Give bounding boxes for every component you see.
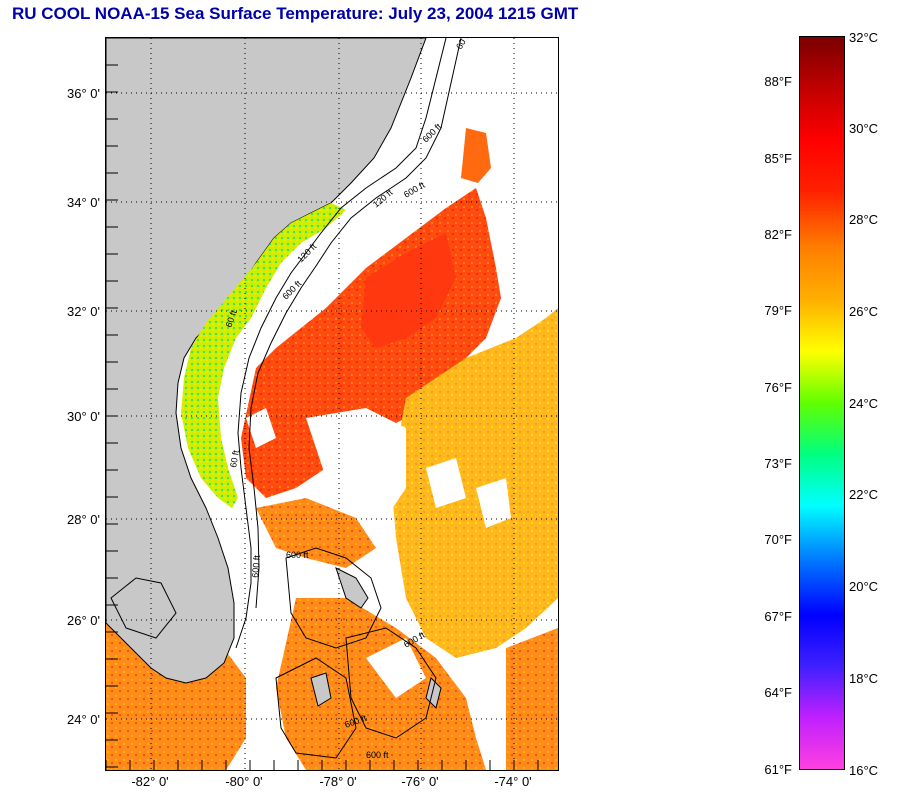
colorbar-label-73f: 73°F [764,456,792,471]
lat-label-36: 36° 0' [67,86,100,101]
sst-map[interactable]: 60 ft 120 ft 600 ft 600 ft 120 ft 600 ft 60 ft… [105,37,559,771]
colorbar-label-76f: 76°F [764,380,792,395]
colorbar-label-22c: 22°C [849,487,879,502]
cloud-gaps [246,408,511,698]
shelf-water [181,203,346,508]
temperature-colorbar [799,36,845,770]
lat-label-30: 30° 0' [67,409,100,424]
lat-label-34: 34° 0' [67,195,100,210]
isobath-label: 600 ft [286,550,309,560]
colorbar-label-32c: 32°C [849,30,879,45]
lat-label-26: 26° 0' [67,613,100,628]
lat-label-32: 32° 0' [67,304,100,319]
colorbar-label-61f: 61°F [764,762,792,777]
colorbar-label-64f: 64°F [764,685,792,700]
isobath-label: 60 ft [454,38,472,51]
bahamas-islands [310,567,442,709]
colorbar-label-82f: 82°F [764,227,792,242]
isobath-label: 600 ft [402,180,427,200]
colorbar-label-26c: 26°C [849,304,879,319]
isobath-contours [110,38,462,759]
lon-label-74: -74° 0' [494,774,532,789]
isobath-label: 600 ft [366,750,389,760]
colorbar-label-70f: 70°F [764,532,792,547]
graticule-grid [106,38,558,770]
lat-label-24: 24° 0' [67,712,100,727]
colorbar-label-16c: 16°C [849,763,879,778]
colorbar-label-85f: 85°F [764,151,792,166]
lon-label-78: -78° 0' [319,774,357,789]
lon-label-82: -82° 0' [131,774,169,789]
lon-label-80: -80° 0' [225,774,263,789]
colorbar-label-18c: 18°C [849,671,879,686]
colorbar-label-88f: 88°F [764,74,792,89]
colorbar-label-79f: 79°F [764,303,792,318]
map-title: RU COOL NOAA-15 Sea Surface Temperature:… [12,4,579,23]
isobath-label: 120 ft [371,187,395,209]
colorbar-label-28c: 28°C [849,212,879,227]
colorbar-label-30c: 30°C [849,121,879,136]
lat-label-28: 28° 0' [67,512,100,527]
colorbar-label-20c: 20°C [849,579,879,594]
lon-label-76: -76° 0' [401,774,439,789]
isobath-label: 60 ft [228,449,241,468]
colorbar-label-24c: 24°C [849,396,879,411]
isobath-label: 600 ft [250,554,262,578]
colorbar-label-67f: 67°F [764,609,792,624]
land-mass [106,38,427,684]
